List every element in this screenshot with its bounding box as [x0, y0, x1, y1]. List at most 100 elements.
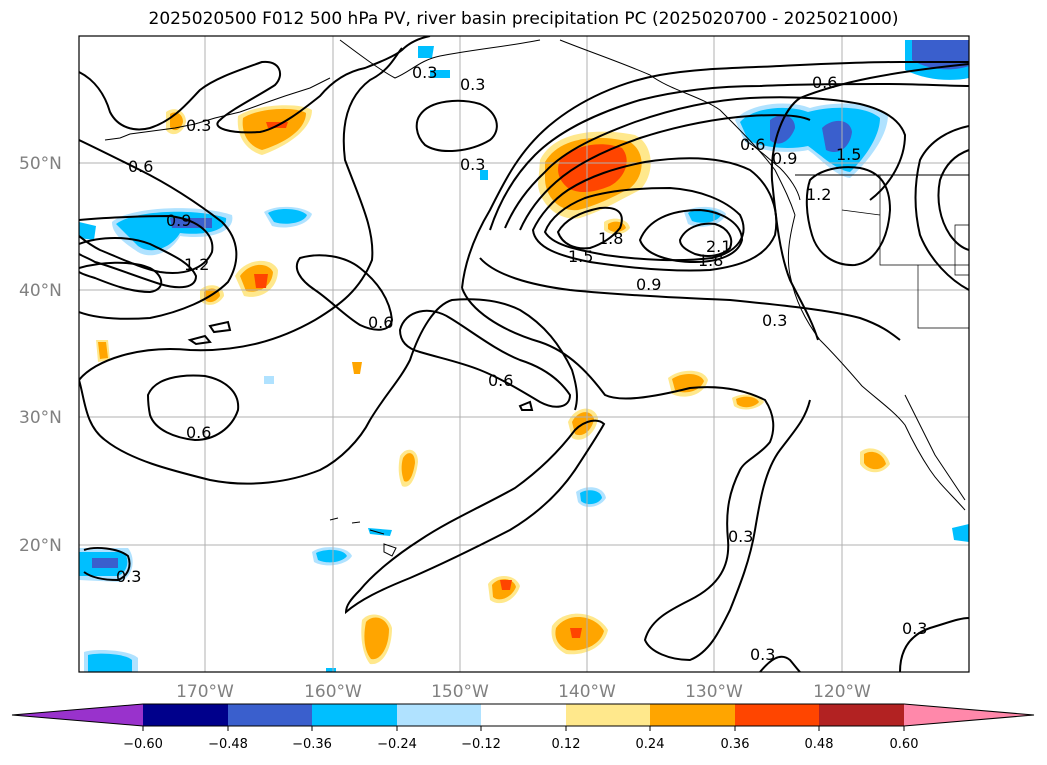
- shade-blue: [316, 549, 347, 563]
- colorbar-segment: [735, 704, 819, 726]
- contour-label: 0.3: [412, 63, 437, 82]
- colorbar-extend-low: [12, 704, 143, 726]
- contour-label: 0.6: [368, 313, 393, 332]
- contour-label: 0.9: [636, 275, 661, 294]
- shade-blue: [79, 222, 96, 240]
- colorbar-segment: [819, 704, 904, 726]
- contour-line: [187, 320, 232, 346]
- colorbar-label: 0.48: [805, 737, 834, 752]
- shade-blue: [480, 170, 488, 180]
- contour-line: [479, 257, 901, 341]
- contour-label: 1.8: [698, 251, 723, 270]
- contour-line: [937, 149, 969, 251]
- contour-label: 0.9: [166, 211, 191, 230]
- lon-label-130w: 130°W: [685, 682, 743, 702]
- colorbar-label: −0.36: [292, 737, 332, 752]
- lon-label-150w: 150°W: [431, 682, 489, 702]
- shade-darkblue: [92, 558, 118, 568]
- contour-line: [79, 214, 214, 274]
- lon-label-140w: 140°W: [558, 682, 616, 702]
- shade-blue: [418, 46, 434, 58]
- contour-label: 0.3: [460, 155, 485, 174]
- map-frame: [78, 35, 970, 673]
- contour-line: [759, 655, 801, 672]
- colorbar-label: −0.48: [208, 737, 248, 752]
- contour-line: [83, 547, 131, 582]
- contour-line: [79, 261, 163, 294]
- coastline-aleutians: [104, 77, 331, 141]
- contour-label: 0.3: [116, 567, 141, 586]
- contour-line: [678, 222, 733, 257]
- contour-line: [295, 254, 394, 331]
- latitude-labels: 50°N 40°N 30°N 20°N: [19, 154, 62, 556]
- lat-label-40n: 40°N: [19, 281, 62, 301]
- coastline-baja: [904, 394, 966, 501]
- pv-contours: [79, 36, 969, 672]
- colorbar-label: −0.60: [123, 737, 163, 752]
- contour-line: [556, 206, 623, 250]
- shade-blue: [430, 70, 450, 78]
- contour-line: [914, 125, 969, 291]
- border-states: [841, 175, 969, 329]
- lon-label-160w: 160°W: [304, 682, 362, 702]
- shade-blue: [88, 653, 132, 672]
- shade-red: [570, 628, 582, 638]
- lon-label-170w: 170°W: [176, 682, 234, 702]
- shade-red: [558, 144, 627, 193]
- contour-line: [146, 374, 240, 442]
- colorbar-label: 0.60: [890, 737, 919, 752]
- shade-orange: [98, 342, 108, 359]
- contour-label: 0.6: [128, 157, 153, 176]
- contour-line: [518, 400, 534, 411]
- shade-blue: [268, 209, 307, 224]
- shade-orange: [401, 453, 415, 482]
- contour-label: 0.3: [762, 311, 787, 330]
- colorbar-label: −0.24: [377, 737, 417, 752]
- contour-line: [79, 237, 198, 289]
- contour-line: [543, 186, 745, 262]
- coastline-vancouver: [744, 139, 801, 201]
- contour-label: 1.2: [806, 185, 831, 204]
- colorbar: −0.60 −0.48 −0.36 −0.24 −0.12 0.12 0.24 …: [11, 703, 1035, 752]
- shade-red: [500, 580, 512, 590]
- colorbar-label: 0.24: [636, 737, 665, 752]
- contour-line: [489, 82, 969, 231]
- contour-label: 2.1: [706, 237, 731, 256]
- contour-line: [504, 96, 907, 229]
- contour-label: 0.9: [772, 149, 797, 168]
- colorbar-segment: [650, 704, 735, 726]
- contour-line: [519, 114, 811, 231]
- contour-line: [461, 60, 969, 289]
- contour-line: [415, 99, 498, 152]
- colorbar-ticks: [142, 726, 905, 731]
- colorbar-segment: [566, 704, 650, 726]
- coastline-hawaii: [329, 517, 397, 557]
- colorbar-segment: [312, 704, 397, 726]
- contour-line: [79, 298, 578, 485]
- contour-label: 0.3: [750, 645, 775, 664]
- lon-label-120w: 120°W: [813, 682, 871, 702]
- colorbar-label: 0.36: [721, 737, 750, 752]
- map-area: 0.3 0.6 0.9 1.2 0.3 0.3 0.6 0.6 0.6 0.6 …: [78, 35, 970, 673]
- shade-darkblue: [822, 120, 852, 152]
- contour-label: 0.3: [728, 527, 753, 546]
- colorbar-label: −0.12: [461, 737, 501, 752]
- colorbar-segment: [481, 704, 566, 726]
- shade-red: [254, 274, 268, 288]
- contour-line: [531, 157, 778, 272]
- shade-orange: [364, 617, 389, 660]
- coastline-west-coast: [787, 214, 966, 511]
- shade-darkblue: [170, 218, 212, 228]
- shade-orange: [352, 362, 362, 374]
- gridlines: [79, 36, 969, 672]
- contour-label: 0.3: [460, 75, 485, 94]
- map-title: 2025020500 F012 500 hPa PV, river basin …: [148, 9, 899, 29]
- contour-label: 1.2: [184, 255, 209, 274]
- contour-label: 0.6: [186, 423, 211, 442]
- lat-label-50n: 50°N: [19, 154, 62, 174]
- contour-label: 0.3: [186, 116, 211, 135]
- coastline-alaska: [339, 39, 796, 216]
- contour-line: [770, 63, 969, 341]
- contour-line: [899, 617, 969, 672]
